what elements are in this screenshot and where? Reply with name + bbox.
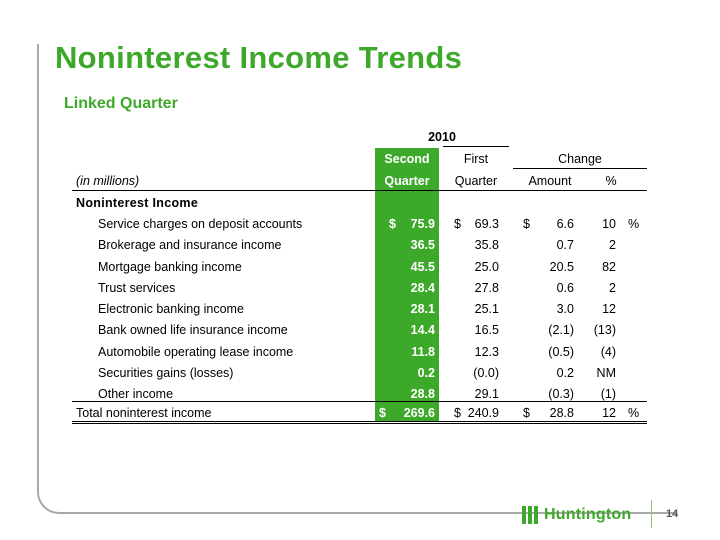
row-label: Service charges on deposit accounts xyxy=(98,216,302,232)
slide-frame xyxy=(37,44,677,514)
row-second-value: 45.5 xyxy=(380,259,435,275)
row-percent-value: 2 xyxy=(582,237,616,253)
total-label: Total noninterest income xyxy=(76,405,212,421)
row-label: Brokerage and insurance income xyxy=(98,237,281,253)
row-first-value: 35.8 xyxy=(450,237,499,253)
page-title: Noninterest Income Trends xyxy=(55,40,462,76)
row-second-value: 28.8 xyxy=(380,386,435,402)
row-label: Trust services xyxy=(98,280,175,296)
units-label: (in millions) xyxy=(76,173,139,189)
row-amount-value: (2.1) xyxy=(530,322,574,338)
total-amount-prefix: $ xyxy=(523,405,530,421)
amount-header: Amount xyxy=(513,173,587,189)
second-quarter-header-line1: Second xyxy=(375,151,439,167)
row-percent-value: (1) xyxy=(582,386,616,402)
year-header: 2010 xyxy=(375,129,509,145)
total-second-value: 269.6 xyxy=(380,405,435,421)
row-percent-value: 10 xyxy=(582,216,616,232)
row-second-value: 0.2 xyxy=(380,365,435,381)
page-subtitle: Linked Quarter xyxy=(64,95,178,113)
row-amount-value: 0.7 xyxy=(530,237,574,253)
row-label: Electronic banking income xyxy=(98,301,244,317)
percent-header: % xyxy=(590,173,632,189)
row-percent-value: 12 xyxy=(582,301,616,317)
huntington-logo: Huntington xyxy=(522,503,631,527)
row-amount-value: 20.5 xyxy=(530,259,574,275)
logo-mark-icon xyxy=(522,506,538,524)
second-quarter-header-line2: Quarter xyxy=(375,173,439,189)
row-label: Other income xyxy=(98,386,173,402)
row-first-value: 12.3 xyxy=(450,344,499,360)
row-percent-value: (4) xyxy=(582,344,616,360)
row-second-value: 75.9 xyxy=(380,216,435,232)
total-percent-suffix: % xyxy=(628,405,639,421)
row-second-value: 28.1 xyxy=(380,301,435,317)
row-first-value: (0.0) xyxy=(450,365,499,381)
change-header: Change xyxy=(513,151,647,167)
page-number: 14 xyxy=(666,508,678,520)
row-second-value: 36.5 xyxy=(380,237,435,253)
row-amount-value: 3.0 xyxy=(530,301,574,317)
row-amount-value: 0.2 xyxy=(530,365,574,381)
total-percent-value: 12 xyxy=(582,405,616,421)
row-amount-value: 6.6 xyxy=(530,216,574,232)
row-second-value: 11.8 xyxy=(380,344,435,360)
row-label: Mortgage banking income xyxy=(98,259,242,275)
row-amount-value: (0.3) xyxy=(530,386,574,402)
header-rule-bottom xyxy=(72,190,647,191)
total-amount-value: 28.8 xyxy=(530,405,574,421)
logo-text: Huntington xyxy=(544,506,631,524)
total-rule-bottom-1 xyxy=(72,421,647,422)
header-rule-change xyxy=(513,168,647,169)
row-label: Bank owned life insurance income xyxy=(98,322,288,338)
row-first-value: 25.1 xyxy=(450,301,499,317)
row-percent-value: NM xyxy=(582,365,616,381)
total-first-value: 240.9 xyxy=(450,405,499,421)
row-label: Automobile operating lease income xyxy=(98,344,293,360)
total-rule-bottom-2 xyxy=(72,423,647,424)
row-second-value: 14.4 xyxy=(380,322,435,338)
row-first-value: 27.8 xyxy=(450,280,499,296)
row-percent-value: 82 xyxy=(582,259,616,275)
section-label: Noninterest Income xyxy=(76,195,198,211)
row-first-value: 69.3 xyxy=(450,216,499,232)
row-second-value: 28.4 xyxy=(380,280,435,296)
row-amount-value: 0.6 xyxy=(530,280,574,296)
row-percent-value: 2 xyxy=(582,280,616,296)
first-quarter-header-line2: Quarter xyxy=(443,173,509,189)
row-percent-value: (13) xyxy=(582,322,616,338)
header-rule-year xyxy=(443,146,509,147)
row-first-value: 16.5 xyxy=(450,322,499,338)
row-percent-suffix: % xyxy=(628,216,639,232)
footer-separator xyxy=(651,500,652,528)
row-amount-value: (0.5) xyxy=(530,344,574,360)
row-label: Securities gains (losses) xyxy=(98,365,233,381)
first-quarter-header-line1: First xyxy=(443,151,509,167)
row-amount-prefix: $ xyxy=(523,216,530,232)
row-first-value: 29.1 xyxy=(450,386,499,402)
row-first-value: 25.0 xyxy=(450,259,499,275)
